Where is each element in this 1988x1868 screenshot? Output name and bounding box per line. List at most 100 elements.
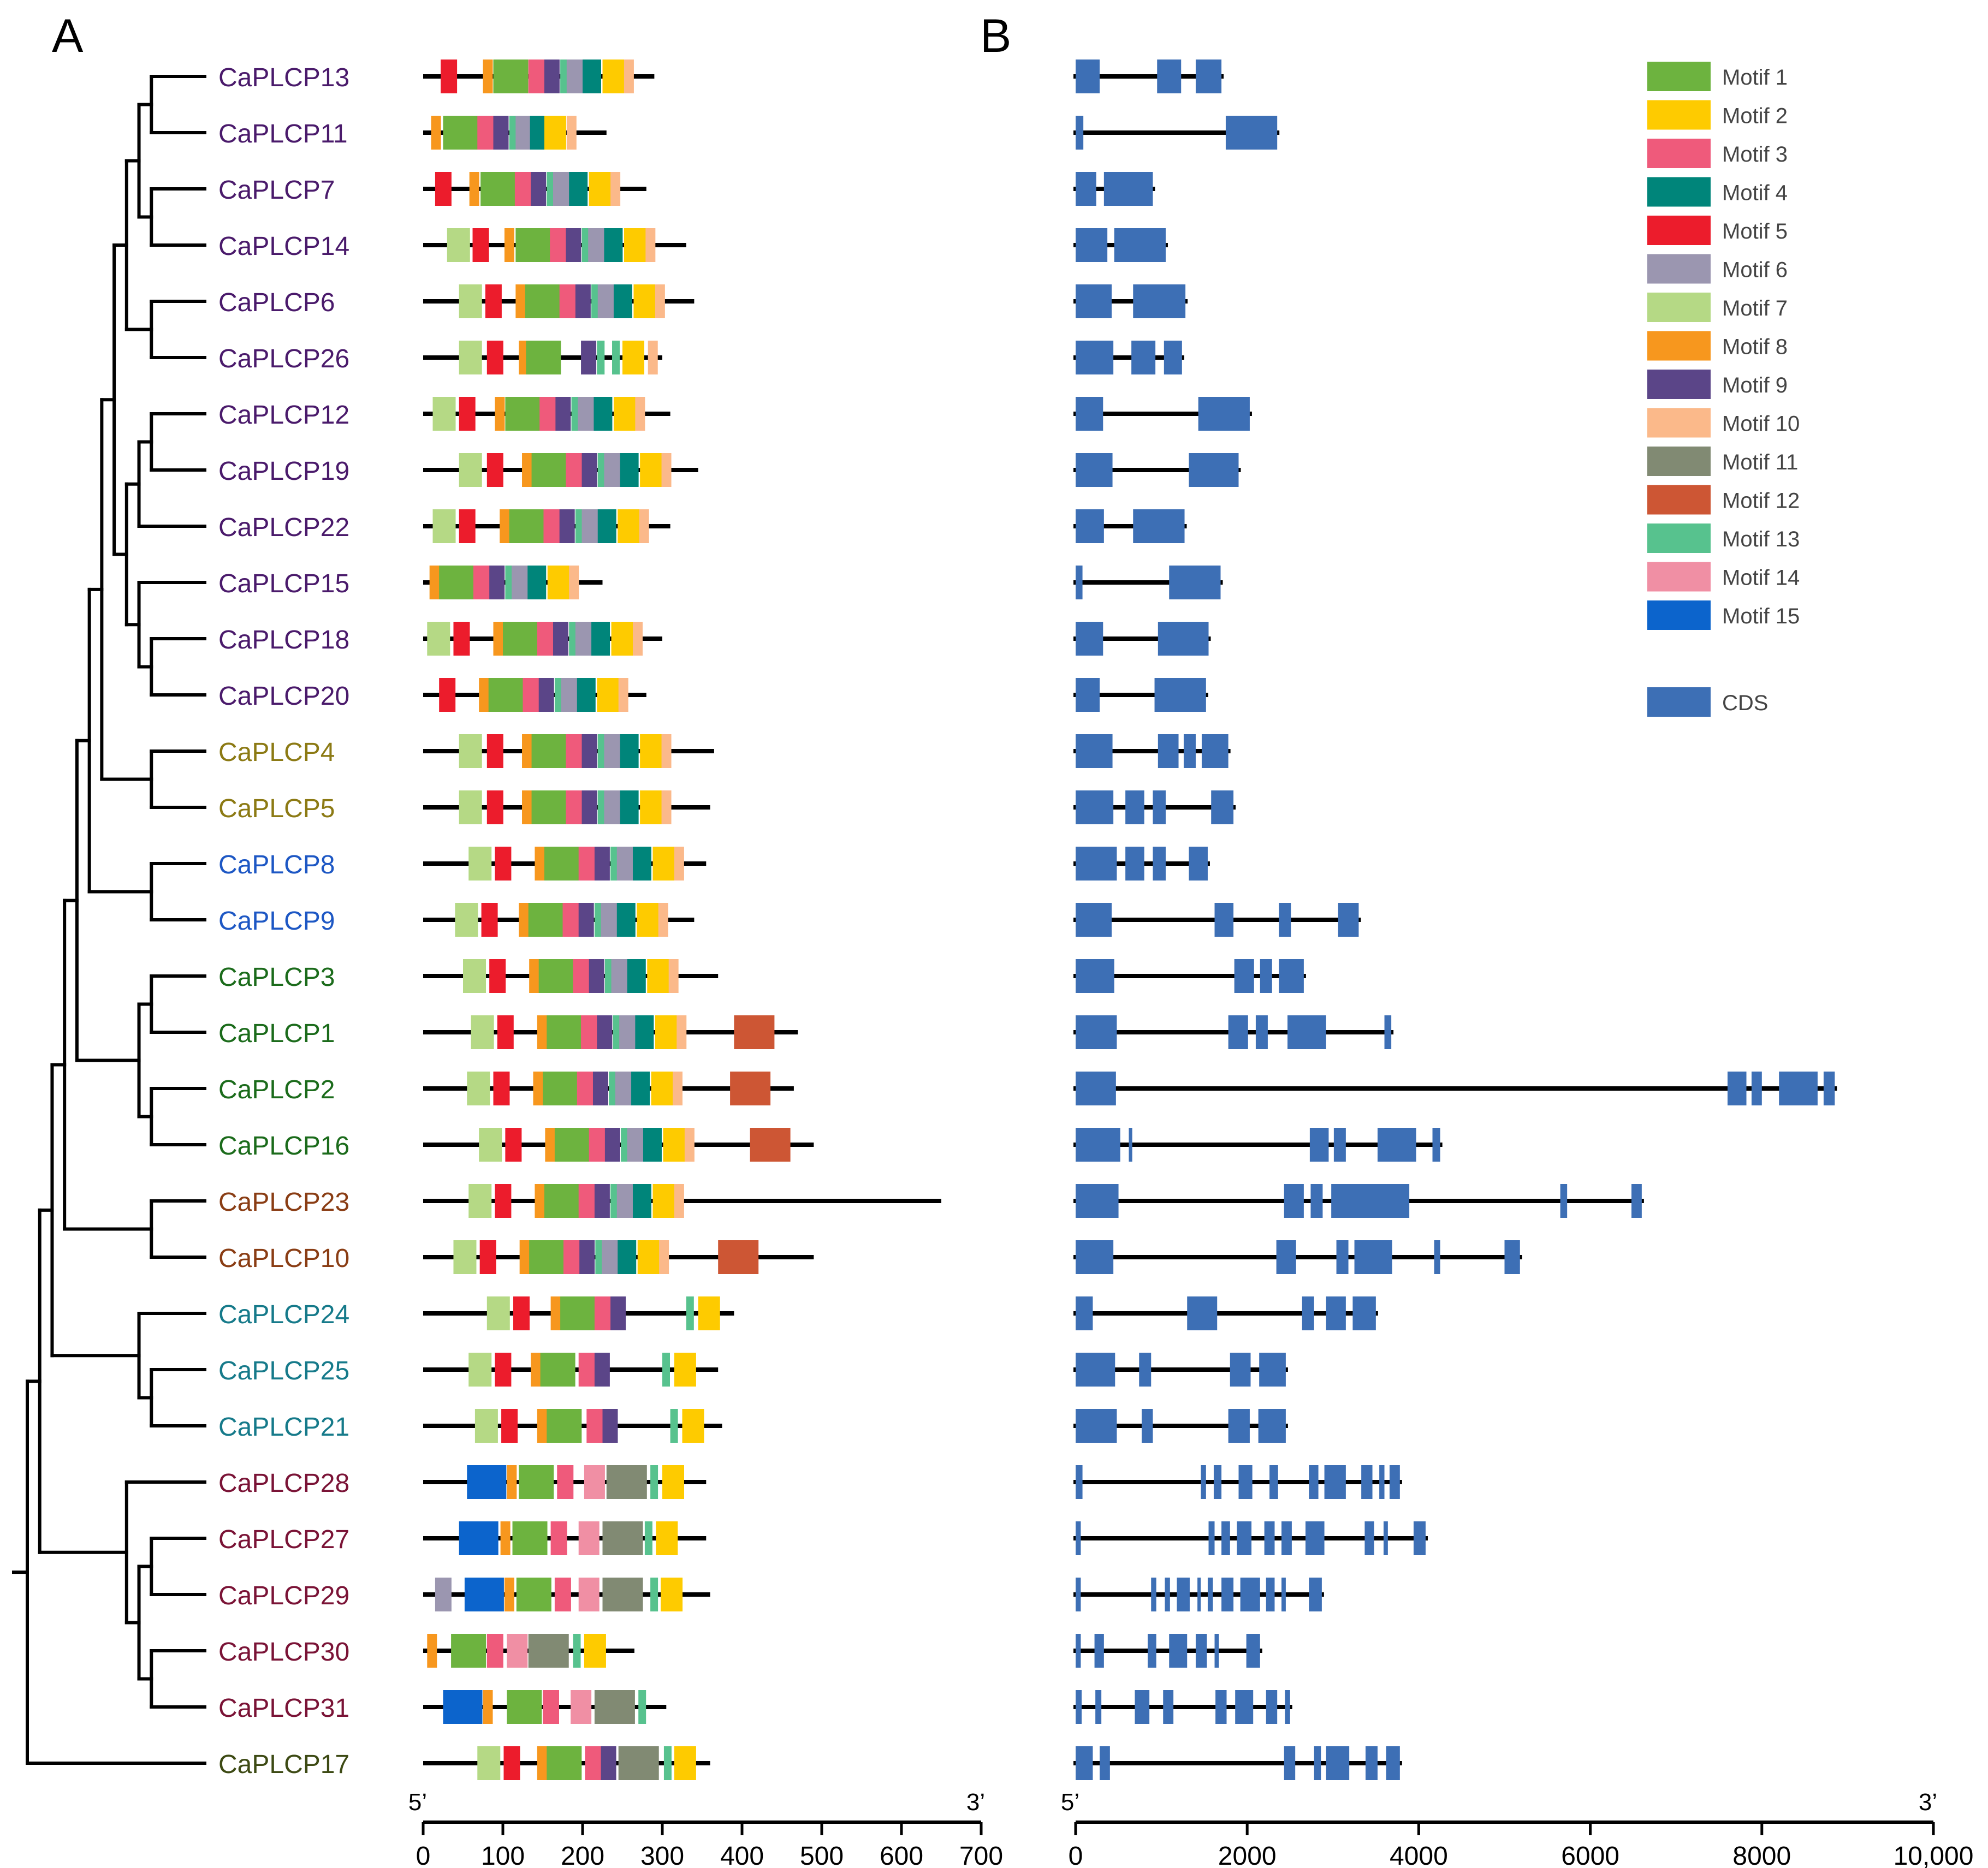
motif-10-box (684, 1128, 695, 1162)
cds-exon (1238, 1465, 1253, 1499)
motif-1-box (509, 509, 544, 543)
panel-b-label: B (980, 10, 1011, 62)
cds-exon (1310, 1184, 1323, 1218)
motif-1-box (531, 734, 567, 768)
gene-label: CaPLCP16 (218, 1132, 349, 1161)
motif-1-box (540, 1353, 575, 1387)
motif-7-box (477, 1746, 501, 1780)
motif-3-box (550, 1521, 567, 1555)
motif-10-box (610, 172, 621, 206)
gene-label: CaPLCP1 (218, 1019, 335, 1048)
gene-label: CaPLCP21 (218, 1413, 349, 1442)
motif-8-box (529, 959, 539, 993)
cds-exon (1076, 1465, 1083, 1499)
motif-13-box (597, 790, 606, 824)
motif-13-box (663, 1746, 672, 1780)
cds-exon (1125, 847, 1144, 881)
cds-exon (1158, 622, 1209, 656)
motif-15-box (459, 1521, 499, 1555)
cds-exon (1379, 1465, 1385, 1499)
cds-exon (1201, 734, 1229, 768)
legend-label: Motif 4 (1722, 181, 1788, 205)
motif-3-box (566, 453, 583, 487)
motif-13-box (650, 1465, 658, 1499)
motif-5-box (439, 678, 456, 712)
cds-exon (1198, 397, 1250, 431)
motif-5-box (435, 172, 452, 206)
motif-3-box (577, 1072, 594, 1105)
motif-12-box (734, 1015, 775, 1049)
cds-exon (1276, 1240, 1296, 1274)
cds-exon (1076, 60, 1100, 93)
gene-label: CaPLCP25 (218, 1357, 349, 1385)
cds-exon (1187, 1296, 1218, 1330)
legend-swatch (1647, 485, 1711, 515)
cds-exon (1133, 284, 1186, 318)
cds-exon (1135, 1690, 1150, 1724)
legend-swatch (1647, 216, 1711, 245)
axis-tick-label: 700 (959, 1842, 1003, 1868)
motif-5-box (485, 284, 502, 318)
axis-tick-label: 600 (880, 1842, 923, 1868)
cds-exon (1779, 1072, 1818, 1105)
cds-exon (1076, 622, 1103, 656)
phylogenetic-tree (12, 75, 206, 1765)
motif-6-box (615, 1072, 632, 1105)
motif-9-box (581, 341, 597, 374)
motif-9-box (578, 903, 594, 937)
cds-exon (1163, 1690, 1174, 1724)
legend-label: Motif 10 (1722, 412, 1800, 436)
legend-label: Motif 9 (1722, 373, 1788, 397)
motif-13-box (560, 60, 568, 93)
motif-6-box (578, 397, 595, 431)
motif-10-box (635, 397, 645, 431)
motif-9-box (594, 847, 610, 881)
cds-exon (1195, 1634, 1207, 1668)
cds-exon (1560, 1184, 1568, 1218)
motif-9-box (559, 509, 575, 543)
motif-5-box (495, 847, 512, 881)
motif-3-box (578, 1184, 595, 1218)
legend-swatch (1647, 370, 1711, 399)
cds-exon (1228, 1015, 1248, 1049)
legend-label: Motif 2 (1722, 104, 1788, 128)
motif-13-box (686, 1296, 694, 1330)
cds-exon (1076, 734, 1113, 768)
motif-1-box (531, 790, 567, 824)
motif-7-box (468, 1184, 492, 1218)
motif-15-box (464, 1578, 504, 1611)
axis-tick-label: 8000 (1732, 1842, 1791, 1868)
motif-8-box (535, 847, 545, 881)
cds-exon (1076, 1128, 1120, 1162)
motif-8-box (522, 734, 532, 768)
motif-7-box (474, 1409, 498, 1443)
gene-label: CaPLCP3 (218, 963, 335, 992)
legend-label: Motif 14 (1722, 566, 1800, 590)
legend-label: Motif 7 (1722, 296, 1788, 320)
cds-exon (1076, 1746, 1093, 1780)
motif-10-box (632, 622, 643, 656)
cds-exon (1333, 1128, 1346, 1162)
cds-exon (1076, 1409, 1117, 1443)
gene-label: CaPLCP8 (218, 850, 335, 879)
gene-label: CaPLCP12 (218, 401, 349, 430)
motif-4-box (613, 284, 632, 318)
motif-3-box (559, 284, 576, 318)
motif-10-box (676, 1015, 687, 1049)
motif-8-box (522, 790, 532, 824)
motif-11-box (594, 1690, 635, 1724)
cds-exon (1269, 1465, 1278, 1499)
gene-label: CaPLCP15 (218, 569, 349, 598)
motif-2-box (652, 847, 675, 881)
motif-4-box (643, 1128, 662, 1162)
cds-exon (1183, 734, 1196, 768)
gene-label: CaPLCP26 (218, 344, 349, 373)
cds-exon (1076, 959, 1114, 993)
motif-1-box (439, 566, 474, 599)
motif-1-box (516, 1578, 551, 1611)
motif-10-box (639, 509, 649, 543)
motif-13-box (613, 1015, 621, 1049)
motif-4-box (627, 959, 646, 993)
motif-3-box (473, 566, 490, 599)
